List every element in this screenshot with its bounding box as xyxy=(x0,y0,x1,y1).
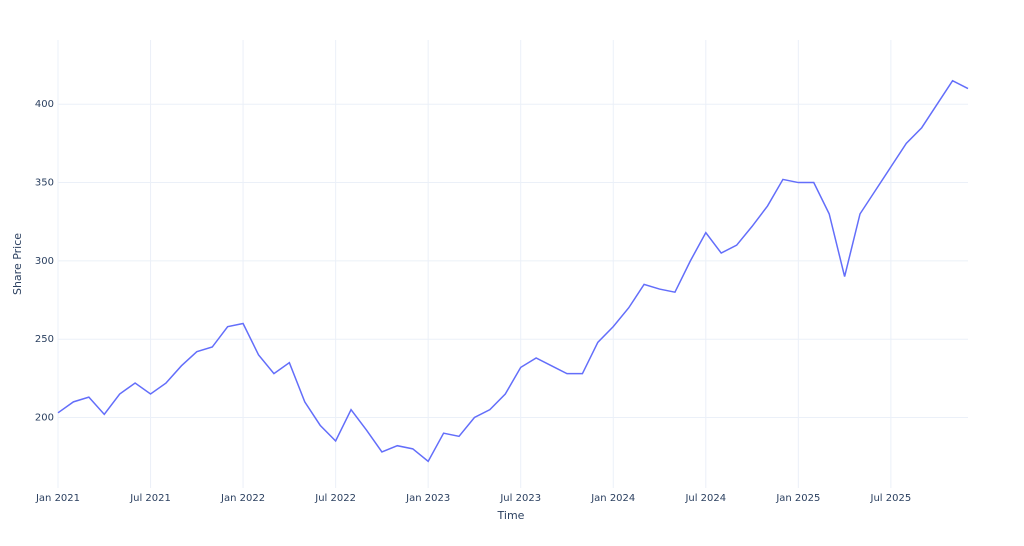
y-tick-label: 250 xyxy=(35,334,54,345)
x-tick-label: Jan 2022 xyxy=(220,493,265,504)
x-tick-label: Jul 2021 xyxy=(129,493,171,504)
x-tick-label: Jul 2023 xyxy=(499,493,541,504)
x-tick-label: Jul 2022 xyxy=(314,493,356,504)
x-tick-label: Jan 2023 xyxy=(405,493,450,504)
y-axis-title: Share Price xyxy=(11,233,24,295)
x-tick-label: Jul 2025 xyxy=(870,493,912,504)
x-tick-label: Jan 2025 xyxy=(775,493,820,504)
y-tick-label: 400 xyxy=(35,99,54,110)
line-series xyxy=(57,79,969,463)
x-tick-label: Jul 2024 xyxy=(684,493,726,504)
y-tick-label: 300 xyxy=(35,256,54,267)
x-axis-title: Time xyxy=(497,509,525,522)
y-tick-label: 200 xyxy=(35,413,54,424)
x-tick-label: Jan 2021 xyxy=(35,493,80,504)
y-tick-label: 350 xyxy=(35,178,54,189)
x-tick-label: Jan 2024 xyxy=(590,493,635,504)
